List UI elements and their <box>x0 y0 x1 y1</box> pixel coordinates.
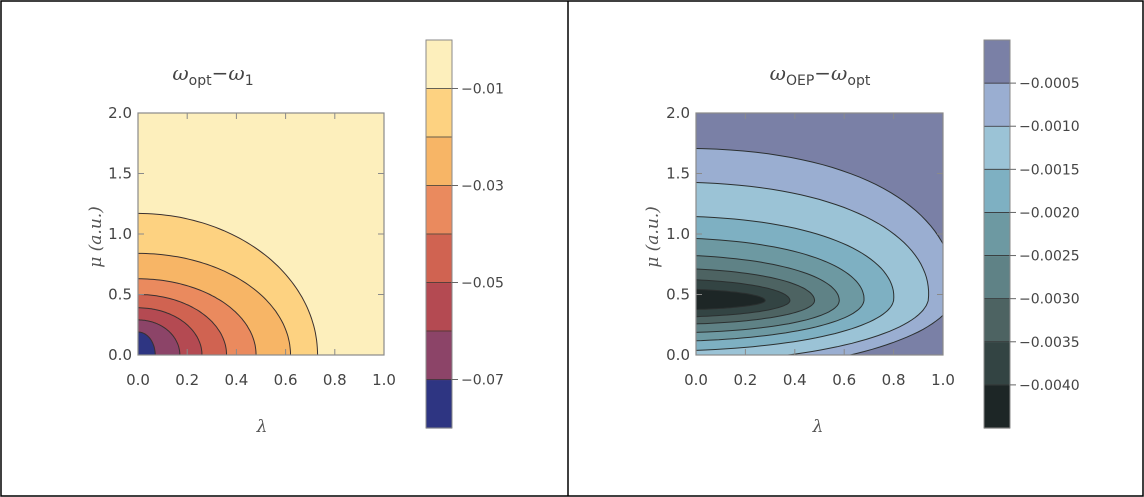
y-tick-label: 0.0 <box>666 346 690 364</box>
colorbar-frame <box>425 39 453 429</box>
right-axes: 0.0 0.2 0.4 0.6 0.8 1.0 0.0 0.5 1.0 1.5 2.0 <box>666 104 955 389</box>
contour-line <box>696 279 791 318</box>
colorbar-tick-label: −0.0020 <box>1019 205 1080 221</box>
colorbar-band <box>984 126 1010 170</box>
y-tick-label: 1.5 <box>666 165 690 183</box>
left-colorbar: −0.01 −0.03 −0.05 −0.07 <box>425 39 504 429</box>
colorbar-tick-label: −0.0015 <box>1019 162 1080 178</box>
colorbar-band <box>984 298 1010 343</box>
contour-line <box>696 182 930 355</box>
x-tick-label: 0.4 <box>224 371 248 389</box>
y-tick-label: 2.0 <box>108 104 132 122</box>
colorbar-tick-label: −0.0030 <box>1019 292 1080 308</box>
colorbar-band <box>984 255 1010 300</box>
colorbar-band <box>984 40 1010 84</box>
x-tick-label: 0.0 <box>126 371 150 389</box>
contour-line <box>138 294 228 356</box>
colorbar-band <box>426 379 452 429</box>
colorbar-band <box>984 169 1010 214</box>
contour-line <box>137 212 319 356</box>
colorbar-tick-label: −0.05 <box>461 276 504 292</box>
colorbar-tick-label: −0.01 <box>461 82 504 98</box>
contour-line <box>696 268 816 325</box>
right-contour-lines <box>696 147 943 355</box>
contour-line <box>696 255 840 333</box>
colorbar-tick-label: −0.0040 <box>1019 378 1080 394</box>
contour-line <box>696 238 865 342</box>
contour-line <box>138 278 257 356</box>
y-tick-label: 1.5 <box>108 165 132 183</box>
x-tick-label: 0.6 <box>832 371 856 389</box>
x-tick-label: 0.8 <box>882 371 906 389</box>
contour-line <box>138 252 291 355</box>
x-tick-label: 1.0 <box>931 371 955 389</box>
x-tick-label: 0.4 <box>783 371 807 389</box>
y-tick-label: 0.5 <box>108 286 132 304</box>
colorbar-band <box>426 282 452 332</box>
colorbar-band <box>984 212 1010 257</box>
contour-region <box>138 332 156 355</box>
y-tick-label: 2.0 <box>666 104 690 122</box>
colorbar-tick-label: −0.0010 <box>1019 119 1080 135</box>
contour-line <box>696 147 943 355</box>
y-tick-label: 1.0 <box>108 225 132 243</box>
left-axes: 0.0 0.2 0.4 0.6 0.8 1.0 0.0 0.5 1.0 1.5 2.0 <box>108 104 396 389</box>
colorbar-band <box>984 384 1010 429</box>
colorbar-band <box>426 185 452 235</box>
colorbar-band <box>426 88 452 138</box>
x-tick-label: 0.8 <box>323 371 347 389</box>
y-tick-label: 0.0 <box>108 346 132 364</box>
contour-line <box>696 288 766 311</box>
colorbar-band <box>984 83 1010 127</box>
y-tick-label: 1.0 <box>666 225 690 243</box>
colorbar-frame <box>983 39 1011 429</box>
y-tick-label: 0.5 <box>666 286 690 304</box>
x-tick-label: 1.0 <box>372 371 396 389</box>
right-chart-title: ωOEP−ωopt <box>770 61 871 89</box>
left-chart: 0.0 0.2 0.4 0.6 0.8 1.00.00.51.01.52.0 −0.01−… <box>86 39 504 437</box>
x-tick-label: 0.2 <box>175 371 199 389</box>
contour-line <box>138 319 181 355</box>
contour-line <box>138 331 156 355</box>
right-x-axis-label: λ <box>812 417 824 437</box>
colorbar-tick-label: −0.0025 <box>1019 249 1080 265</box>
colorbar-band <box>426 331 452 381</box>
colorbar-band <box>426 40 452 90</box>
x-tick-label: 0.6 <box>274 371 298 389</box>
right-chart: 0.0 0.2 0.4 0.6 0.8 1.0 0.0 0.5 1.0 1.5 2.0 −0.000… <box>643 39 1080 437</box>
contour-line <box>138 307 203 356</box>
colorbar-tick-label: −0.0035 <box>1019 335 1080 351</box>
contour-line <box>696 216 895 351</box>
left-filled-contours <box>138 113 384 355</box>
right-filled-contours <box>696 113 943 355</box>
colorbar-band <box>426 234 452 284</box>
right-colorbar: −0.0005 −0.0010 −0.0015 −0.0020 −0.0025 −0.00… <box>983 39 1080 429</box>
left-chart-title: ωopt−ω1 <box>172 61 253 89</box>
colorbar-tick-label: −0.0005 <box>1019 76 1080 92</box>
colorbar-band <box>426 137 452 187</box>
colorbar-tick-label: −0.03 <box>461 179 504 195</box>
left-x-axis-label: λ <box>256 417 268 437</box>
colorbar-band <box>984 341 1010 386</box>
x-tick-label: 0.2 <box>733 371 757 389</box>
colorbar-tick-label: −0.07 <box>461 373 504 389</box>
x-tick-label: 0.0 <box>684 371 708 389</box>
left-contour-lines <box>137 212 319 356</box>
left-y-axis-label: μ (a.u.) <box>86 206 106 268</box>
right-y-axis-label: μ (a.u.) <box>643 206 663 268</box>
